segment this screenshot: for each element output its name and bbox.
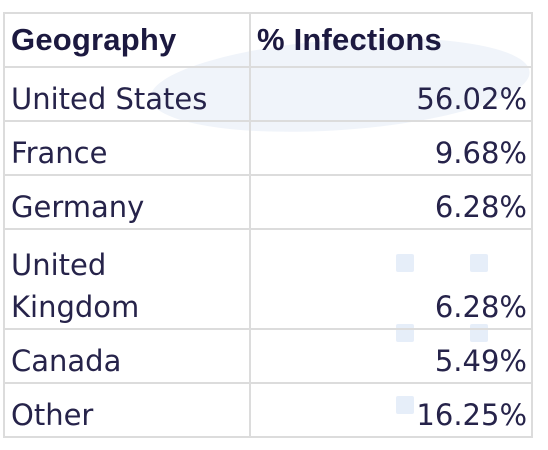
geography-cell: Other bbox=[3, 382, 251, 438]
geography-cell: France bbox=[3, 120, 251, 176]
table-row: Germany 6.28% bbox=[3, 174, 533, 230]
table-row: United Kingdom 6.28% bbox=[3, 228, 533, 330]
infections-cell: 5.49% bbox=[249, 328, 533, 384]
infections-by-geography-table: Geography % Infections United States 56.… bbox=[3, 12, 533, 438]
infections-cell: 16.25% bbox=[249, 382, 533, 438]
column-header-infections: % Infections bbox=[249, 12, 533, 68]
table-row: United States 56.02% bbox=[3, 66, 533, 122]
geography-cell: United Kingdom bbox=[3, 228, 251, 330]
infections-cell: 6.28% bbox=[249, 228, 533, 330]
table-row: Canada 5.49% bbox=[3, 328, 533, 384]
geography-cell: United States bbox=[3, 66, 251, 122]
infections-cell: 6.28% bbox=[249, 174, 533, 230]
geography-cell: Germany bbox=[3, 174, 251, 230]
table-row: Other 16.25% bbox=[3, 382, 533, 438]
infections-cell: 56.02% bbox=[249, 66, 533, 122]
table-row: France 9.68% bbox=[3, 120, 533, 176]
table-header-row: Geography % Infections bbox=[3, 12, 533, 68]
infections-cell: 9.68% bbox=[249, 120, 533, 176]
column-header-geography: Geography bbox=[3, 12, 251, 68]
geography-cell: Canada bbox=[3, 328, 251, 384]
